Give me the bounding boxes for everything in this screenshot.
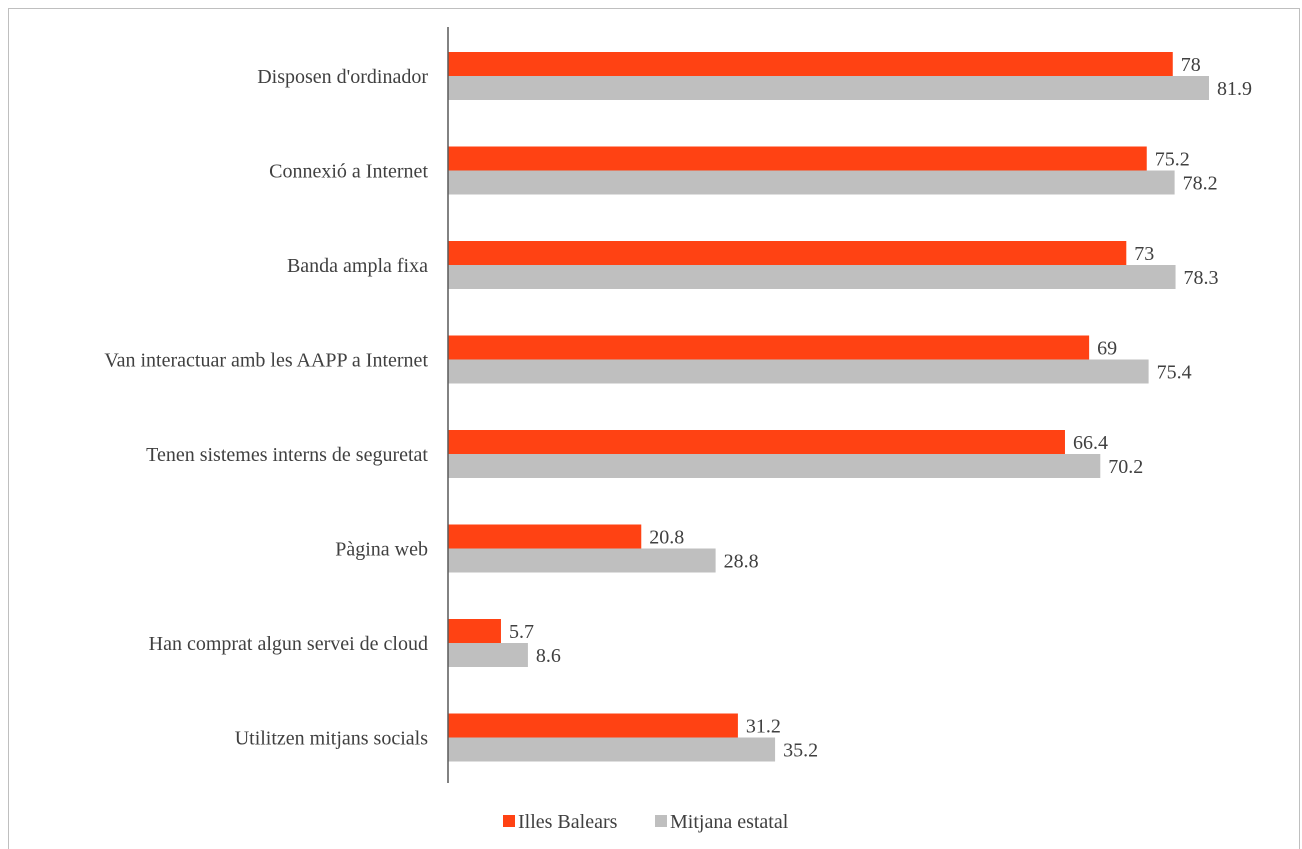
bar-mitjana-estatal — [448, 76, 1209, 100]
data-label: 31.2 — [746, 716, 781, 738]
bar-mitjana-estatal — [448, 170, 1175, 195]
bar-mitjana-estatal — [448, 265, 1176, 289]
bar-mitjana-estatal — [448, 643, 528, 667]
bar-illes-balears — [448, 241, 1127, 265]
legend-swatch — [503, 815, 515, 827]
data-label: 66.4 — [1073, 432, 1108, 454]
legend: Illes Balears Mitjana estatal — [503, 811, 789, 833]
bar-mitjana-estatal — [448, 359, 1149, 384]
bar-mitjana-estatal — [448, 548, 716, 573]
category-label: Tenen sistemes interns de seguretat — [146, 444, 428, 466]
data-label: 69 — [1097, 338, 1117, 360]
bar-illes-balears — [448, 619, 501, 643]
category-label: Disposen d'ordinador — [257, 66, 428, 88]
legend-label: Illes Balears — [518, 811, 618, 833]
bar-illes-balears — [448, 146, 1147, 171]
data-label: 78 — [1181, 54, 1201, 76]
data-label: 78.2 — [1183, 173, 1218, 195]
value-labels: 78 81.9 75.278.2 73 78.3 69 75.4 66.470.2 20.8 28… — [509, 54, 1252, 762]
bar-illes-balears — [448, 335, 1090, 360]
category-label: Han comprat algun servei de cloud — [149, 633, 428, 655]
category-label: Connexió a Internet — [269, 161, 428, 183]
data-label: 78.3 — [1184, 267, 1219, 289]
legend-label: Mitjana estatal — [670, 811, 789, 833]
bar-mitjana-estatal — [448, 737, 776, 762]
category-label: Banda ampla fixa — [287, 255, 428, 277]
data-label: 8.6 — [536, 645, 561, 667]
data-label: 70.2 — [1108, 456, 1143, 478]
data-label: 20.8 — [649, 527, 684, 549]
bar-illes-balears — [448, 430, 1065, 454]
category-label: Van interactuar amb les AAPP a Internet — [104, 350, 428, 372]
bar-illes-balears — [448, 524, 642, 549]
chart-frame — [8, 8, 1300, 849]
category-labels: Disposen d'ordinador Connexió a Internet B… — [104, 66, 428, 750]
data-label: 73 — [1134, 243, 1154, 265]
bar-illes-balears — [448, 52, 1173, 76]
data-label: 75.2 — [1155, 149, 1190, 171]
data-label: 5.7 — [509, 621, 534, 643]
data-label: 81.9 — [1217, 78, 1252, 100]
data-label: 75.4 — [1157, 362, 1192, 384]
bar-illes-balears — [448, 713, 738, 738]
category-label: Pàgina web — [335, 539, 428, 561]
data-label: 28.8 — [724, 551, 759, 573]
category-label: Utilitzen mitjans socials — [235, 728, 429, 750]
bar-mitjana-estatal — [448, 454, 1101, 478]
data-label: 35.2 — [783, 740, 818, 762]
legend-swatch — [655, 815, 667, 827]
bars-group — [448, 52, 1209, 762]
